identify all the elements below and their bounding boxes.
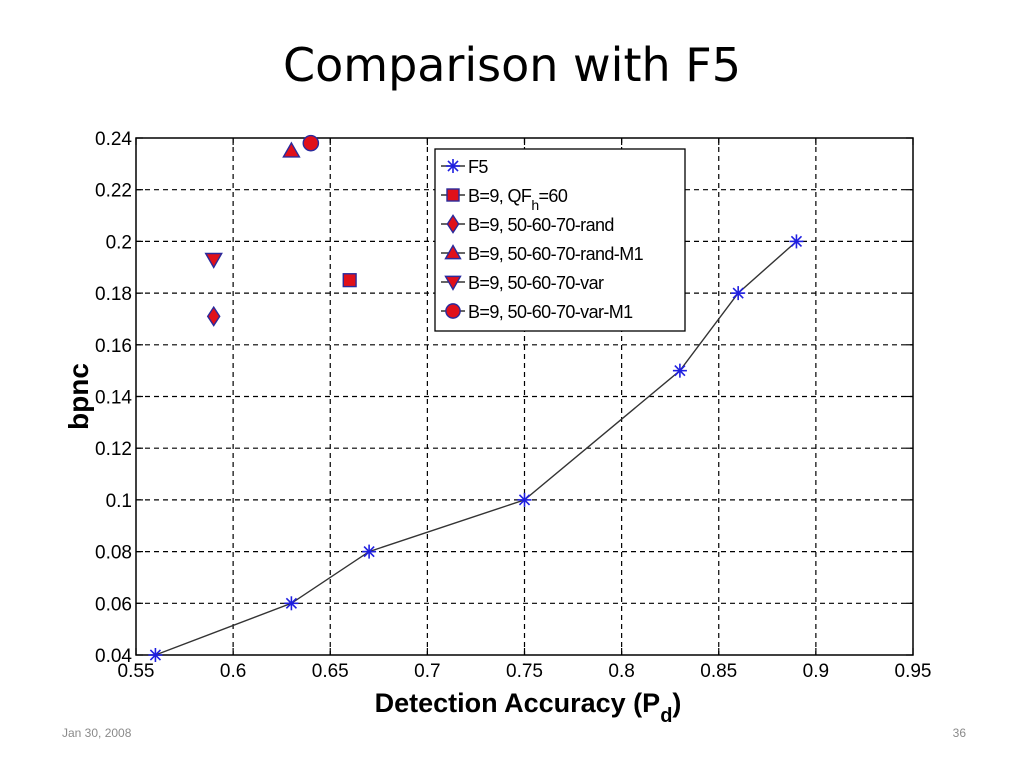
- series-triangle-up: [282, 141, 301, 158]
- data-point: [284, 596, 299, 611]
- asterisk-stroke: [674, 365, 686, 377]
- y-tick-label: 0.24: [95, 129, 132, 150]
- data-point: [302, 134, 320, 152]
- asterisk-stroke: [518, 494, 531, 506]
- series-circle: [302, 134, 320, 152]
- x-tick-label: 0.9: [803, 661, 829, 682]
- x-tick-label: 0.8: [608, 661, 634, 682]
- asterisk-stroke: [447, 160, 459, 172]
- x-tick-labels: 0.55 0.6 0.65 0.7 0.75 0.8 0.85 0.9 0.95: [118, 661, 932, 682]
- asterisk-stroke: [732, 287, 744, 299]
- y-tick-label: 0.2: [106, 232, 132, 253]
- legend-entry: F5: [441, 157, 489, 177]
- legend-marker: [445, 303, 461, 319]
- legend-label: B=9, 50-60-70-var-M1: [468, 302, 633, 322]
- asterisk-stroke: [790, 235, 803, 248]
- data-point: [362, 544, 377, 559]
- slide-title: Comparison with F5: [283, 38, 741, 92]
- x-tick-label: 0.65: [312, 661, 349, 682]
- x-tick-label: 0.85: [700, 661, 737, 682]
- data-point: [342, 273, 357, 288]
- y-axis-label: bpnc: [63, 363, 94, 430]
- legend-marker: [446, 188, 460, 202]
- x-tick-label: 0.7: [414, 661, 440, 682]
- legend-marker: [444, 244, 462, 260]
- y-tick-label: 0.18: [95, 284, 132, 305]
- legend-entry: B=9, 50-60-70-rand-M1: [441, 244, 644, 264]
- legend-label: B=9, QFh=60: [468, 186, 568, 213]
- series-triangle-down: [204, 252, 223, 269]
- data-point: [204, 252, 223, 269]
- y-tick-label: 0.08: [95, 543, 132, 564]
- data-point: [282, 141, 301, 158]
- legend-marker: [446, 214, 460, 234]
- page-number: 36: [952, 726, 966, 740]
- legend-label: B=9, 50-60-70-var: [468, 273, 604, 293]
- x-axis-label-subscript: d: [660, 705, 672, 727]
- asterisk-stroke: [363, 545, 375, 558]
- y-tick-label: 0.16: [95, 336, 132, 357]
- legend-box: [434, 148, 686, 332]
- data-point: [517, 492, 532, 507]
- data-point: [672, 363, 687, 378]
- legend-marker: [444, 275, 462, 291]
- legend-entry: B=9, 50-60-70-var-M1: [441, 302, 634, 322]
- legend-label: B=9, 50-60-70-rand: [468, 215, 614, 235]
- footer-date: Jan 30, 2008: [62, 726, 132, 740]
- y-tick-label: 0.04: [95, 646, 132, 667]
- series-square: [342, 273, 357, 288]
- y-tick-label: 0.14: [95, 388, 132, 409]
- legend-entry: B=9, 50-60-70-var: [441, 273, 605, 293]
- legend-marker: [446, 159, 460, 173]
- x-tick-label: 0.6: [220, 661, 246, 682]
- y-tick-label: 0.22: [95, 181, 132, 202]
- x-axis-label-main: Detection Accuracy (P: [375, 688, 661, 718]
- x-tick-label: 0.95: [895, 661, 932, 682]
- x-tick-label: 0.75: [506, 661, 543, 682]
- data-point: [731, 286, 746, 301]
- data-point: [148, 648, 163, 662]
- legend-label: B=9, 50-60-70-rand-M1: [468, 244, 644, 264]
- legend-entry: B=9, QFh=60: [441, 186, 568, 213]
- series-asterisk: [148, 234, 804, 662]
- y-tick-label: 0.1: [106, 491, 132, 512]
- x-axis-label: Detection Accuracy (Pd): [375, 688, 682, 727]
- legend-entry: B=9, 50-60-70-rand: [441, 214, 614, 235]
- axis-ticks: [135, 137, 914, 656]
- y-tick-labels: 0.04 0.06 0.08 0.1 0.12 0.14 0.16 0.18 0.2 0.22 0.…: [95, 129, 132, 667]
- legend-label: F5: [468, 157, 488, 177]
- y-tick-label: 0.06: [95, 594, 132, 615]
- y-tick-label: 0.12: [95, 439, 132, 460]
- data-series: [148, 134, 804, 662]
- asterisk-stroke: [149, 649, 162, 661]
- data-point: [206, 305, 221, 327]
- data-point: [789, 234, 804, 249]
- x-tick-label: 0.55: [118, 661, 155, 682]
- asterisk-stroke: [285, 597, 298, 609]
- x-axis-label-close: ): [672, 688, 681, 718]
- series-diamond: [206, 305, 221, 327]
- legend: F5 B=9, QFh=60B=9, 50-60-70-rand B=9, 50-6…: [434, 148, 686, 332]
